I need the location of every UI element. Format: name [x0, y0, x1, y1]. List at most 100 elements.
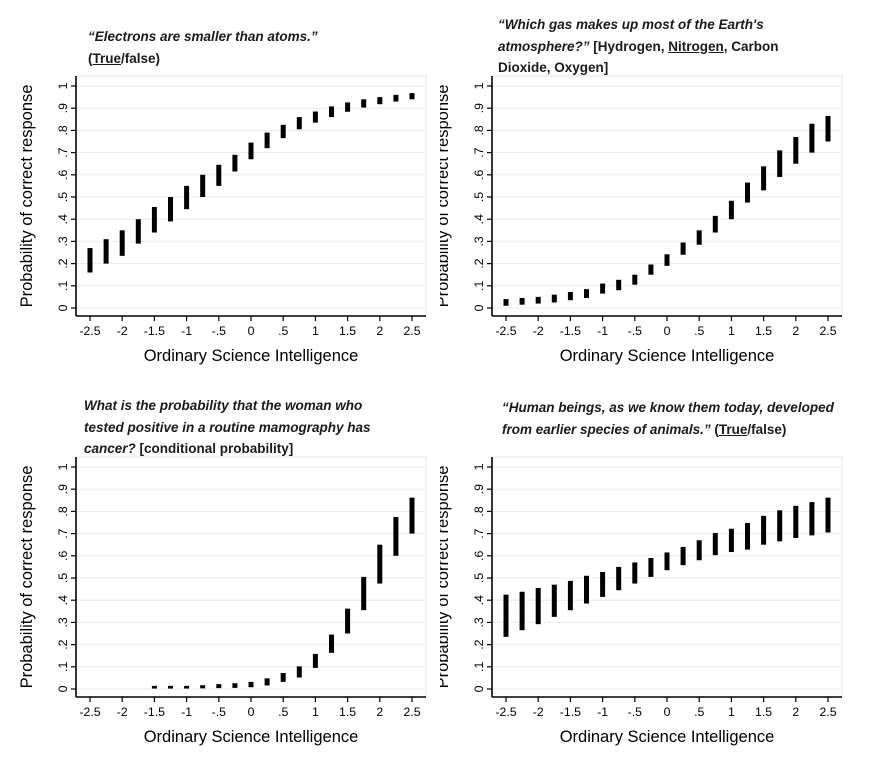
- ci-bar: [135, 219, 141, 244]
- y-tick-label: .9: [56, 484, 70, 494]
- x-tick-label: 1.5: [755, 324, 772, 338]
- y-axis-label: Probability of correct response: [18, 85, 36, 308]
- ci-bar: [377, 97, 383, 105]
- ci-bar: [232, 154, 238, 172]
- title-segment: tested positive in a routine mamography …: [84, 419, 371, 435]
- ci-bar: [361, 576, 367, 611]
- y-tick-label: .4: [472, 214, 486, 224]
- x-tick-label: -.5: [212, 705, 227, 719]
- ci-bar: [519, 298, 525, 305]
- ci-bar: [119, 230, 125, 256]
- y-tick-label: .1: [472, 662, 486, 672]
- question-title-nitrogen: “Which gas makes up most of the Earth's a…: [498, 14, 779, 79]
- x-tick-label: -2: [117, 705, 128, 719]
- ci-bar: [377, 544, 383, 584]
- ci-bar: [551, 584, 557, 617]
- y-tick-label: .4: [56, 214, 70, 224]
- y-gridlines: [76, 85, 426, 309]
- ci-bar: [503, 594, 509, 637]
- ci-bar: [103, 239, 109, 264]
- ci-bar: [248, 681, 254, 688]
- ci-bar: [584, 289, 589, 299]
- y-tick-label: .5: [56, 192, 70, 202]
- ci-bar: [280, 673, 286, 682]
- ci-bar: [184, 685, 190, 689]
- y-tick-label: 0: [472, 685, 486, 692]
- y-tick-label: .6: [56, 170, 70, 180]
- x-tick-label: -2: [533, 324, 544, 338]
- x-tick-label: 2: [792, 324, 799, 338]
- ci-bars: [151, 497, 415, 689]
- question-title-mamography: What is the probability that the woman w…: [84, 395, 371, 460]
- ci-bar: [777, 510, 783, 542]
- ci-bar: [248, 142, 254, 160]
- x-tick-label: 0: [248, 324, 255, 338]
- title-segment: “Which gas makes up most of the Earth's: [498, 17, 764, 32]
- y-tick-label: .6: [56, 551, 70, 561]
- ci-bar: [87, 248, 93, 273]
- y-tick-label: .7: [472, 147, 486, 157]
- y-axis-ticks: 0 .1 .2 .3 .4 .5 .6 .7 .8 .9 1: [472, 463, 492, 692]
- plot-region-border: [491, 456, 843, 698]
- y-tick-label: .6: [472, 551, 486, 561]
- ci-bar: [184, 185, 190, 210]
- x-tick-label: 1: [312, 705, 319, 719]
- ci-bar: [312, 653, 318, 668]
- x-axis-ticks: -2.5 -2 -1.5 -1 -.5 0 .5 1 1.5 2 2.5: [495, 697, 837, 719]
- ci-bar: [696, 540, 702, 561]
- title-segment: What is the probability that the woman w…: [84, 398, 363, 413]
- ci-bar: [151, 206, 157, 233]
- ci-bar: [745, 522, 750, 550]
- ci-bar: [393, 94, 399, 102]
- ci-bar: [168, 685, 173, 689]
- y-tick-label: .1: [472, 281, 486, 291]
- y-tick-label: .3: [56, 236, 70, 246]
- x-tick-label: -2.5: [495, 705, 516, 719]
- y-tick-label: .5: [56, 573, 70, 583]
- x-axis-ticks: -2.5 -2 -1.5 -1 -.5 0 .5 1 1.5 2 2.5: [495, 316, 837, 338]
- y-gridlines: [492, 85, 842, 309]
- title-segment: cancer?: [84, 441, 136, 456]
- ci-bar: [345, 608, 351, 634]
- y-axis-ticks: 0 .1 .2 .3 .4 .5 .6 .7 .8 .9 1: [56, 463, 76, 692]
- y-tick-label: .9: [472, 103, 486, 113]
- y-tick-label: .7: [56, 528, 70, 538]
- y-tick-label: .3: [472, 236, 486, 246]
- x-tick-label: .5: [694, 324, 704, 338]
- y-tick-label: .1: [56, 662, 70, 672]
- y-tick-label: .8: [472, 506, 486, 516]
- x-tick-label: -1.5: [560, 324, 581, 338]
- y-axis-ticks: 0 .1 .2 .3 .4 .5 .6 .7 .8 .9 1: [472, 82, 492, 311]
- ci-bar: [151, 685, 157, 689]
- ci-bar: [519, 591, 525, 631]
- y-tick-label: .3: [56, 617, 70, 627]
- x-tick-label: 2.5: [403, 705, 420, 719]
- y-tick-label: .2: [472, 258, 486, 268]
- x-tick-label: -.5: [212, 324, 227, 338]
- y-axis-label: Probability of correct response: [440, 85, 452, 308]
- plot-region-border: [75, 75, 427, 317]
- ci-bar: [793, 137, 799, 164]
- ci-bar: [648, 558, 654, 577]
- ci-bar: [761, 515, 767, 545]
- ci-bar: [409, 93, 415, 100]
- ci-bar: [567, 580, 573, 611]
- x-axis-label: Ordinary Science Intelligence: [144, 728, 359, 746]
- y-tick-label: 0: [472, 304, 486, 311]
- x-tick-label: -1: [597, 705, 608, 719]
- y-tick-label: .7: [472, 528, 486, 538]
- ci-bar: [232, 683, 238, 688]
- y-tick-label: .8: [56, 506, 70, 516]
- ci-bar: [680, 546, 686, 566]
- x-tick-label: 2.5: [819, 705, 836, 719]
- title-segment: “Electrons are smaller than atoms.”: [88, 29, 318, 44]
- ci-bar: [616, 566, 622, 591]
- ci-bar: [567, 292, 573, 301]
- ci-bar: [168, 197, 173, 222]
- x-tick-label: 0: [248, 705, 255, 719]
- y-axis-label: Probability of correct response: [18, 466, 36, 689]
- ci-bar: [632, 274, 638, 285]
- ci-bar: [825, 497, 831, 533]
- x-tick-label: -1.5: [144, 324, 165, 338]
- x-axis-label: Ordinary Science Intelligence: [560, 347, 775, 365]
